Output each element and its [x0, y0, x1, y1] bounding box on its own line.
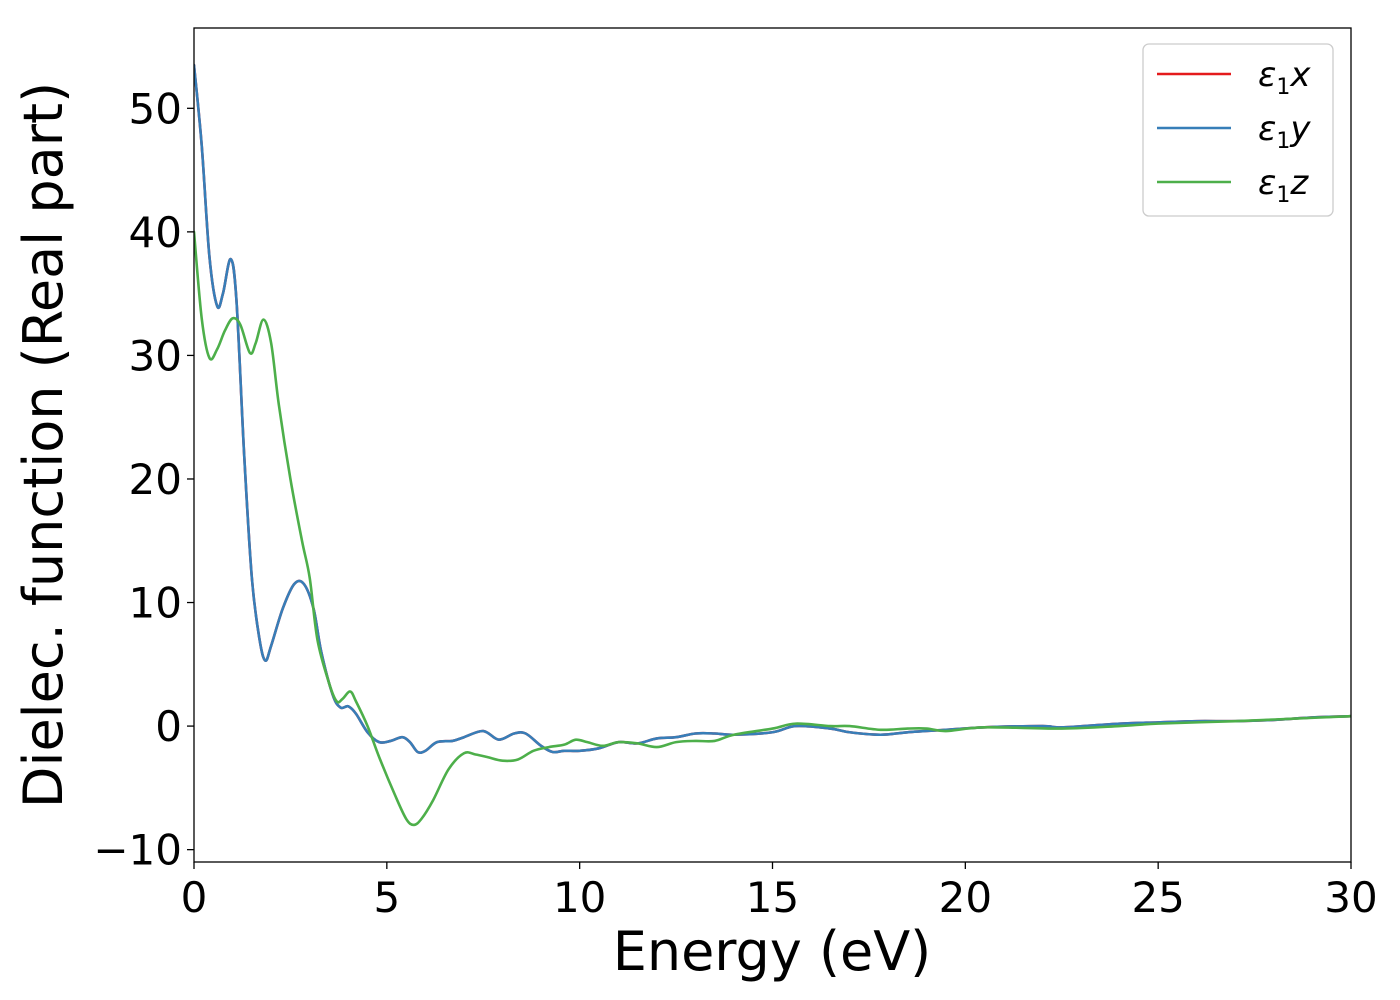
legend-label-x: ε1x	[1258, 55, 1311, 100]
legend-box	[1142, 43, 1334, 217]
series-line-y	[194, 63, 1351, 755]
y-tick-label: 0	[155, 702, 182, 751]
y-tick-label: 20	[129, 455, 182, 504]
x-tick-label: 15	[746, 873, 799, 922]
x-tick-label: 25	[1131, 873, 1184, 922]
y-tick-label: 50	[129, 84, 182, 133]
x-tick-label: 20	[939, 873, 992, 922]
y-tick-label: 10	[129, 579, 182, 628]
y-tick-label: 40	[129, 208, 182, 257]
x-axis-title: Energy (eV)	[613, 920, 932, 983]
x-tick-label: 0	[181, 873, 208, 922]
x-tick-label: 10	[553, 873, 606, 922]
series-line-z	[194, 230, 1351, 827]
y-tick-label: 30	[129, 331, 182, 380]
y-axis-title: Dielec. function (Real part)	[12, 82, 75, 808]
x-axis-ticks: 0 5 10 15 20 25 30	[181, 862, 1378, 922]
legend: ε1x ε1y ε1z	[1142, 43, 1334, 217]
x-tick-label: 30	[1324, 873, 1377, 922]
series-layer	[194, 63, 1351, 827]
x-tick-label: 5	[373, 873, 400, 922]
y-axis-ticks: −10 0 10 20 30 40 50	[93, 84, 194, 875]
legend-label-z: ε1z	[1258, 163, 1309, 208]
y-tick-label: −10	[93, 826, 182, 875]
legend-label-y: ε1y	[1258, 109, 1311, 154]
